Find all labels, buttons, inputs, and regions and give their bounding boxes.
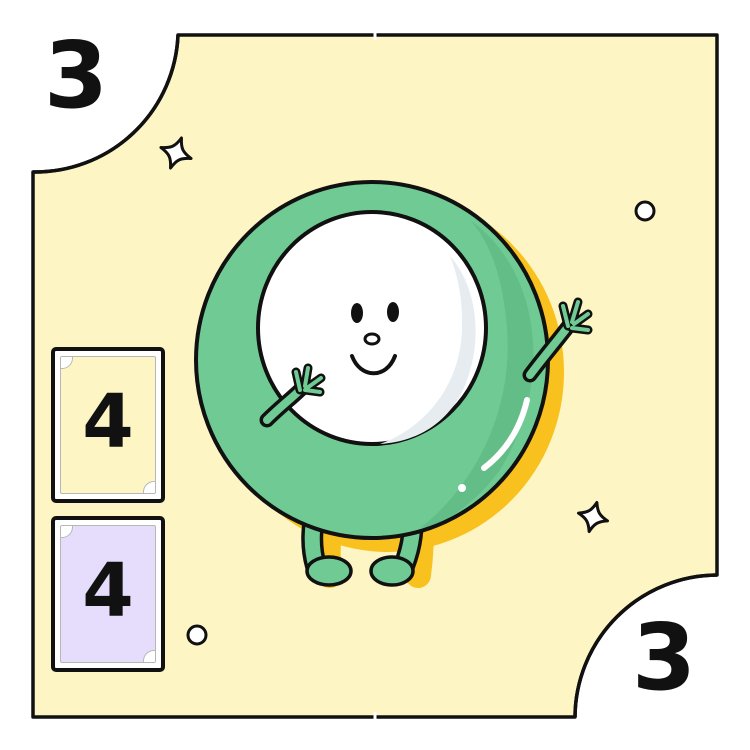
stacked-card-value: 4 xyxy=(82,548,134,634)
stacked-card-value: 4 xyxy=(82,379,134,465)
stacked-card-purple[interactable]: 4 xyxy=(51,516,165,672)
character xyxy=(194,180,593,588)
rank-bottom-right: 3 xyxy=(632,604,697,711)
corner-notch xyxy=(143,650,155,662)
corner-notch xyxy=(61,526,73,538)
stacked-card-yellow[interactable]: 4 xyxy=(51,347,165,503)
stacked-card-face xyxy=(60,525,156,663)
stacked-card-face xyxy=(60,356,156,494)
corner-notch xyxy=(61,357,73,369)
dot-icon xyxy=(186,624,208,646)
sparkle-icon xyxy=(159,136,193,170)
dot-icon xyxy=(634,200,656,222)
sparkle-icon xyxy=(577,501,609,533)
corner-notch xyxy=(143,481,155,493)
rank-top-left: 3 xyxy=(44,22,109,129)
face xyxy=(256,210,488,446)
